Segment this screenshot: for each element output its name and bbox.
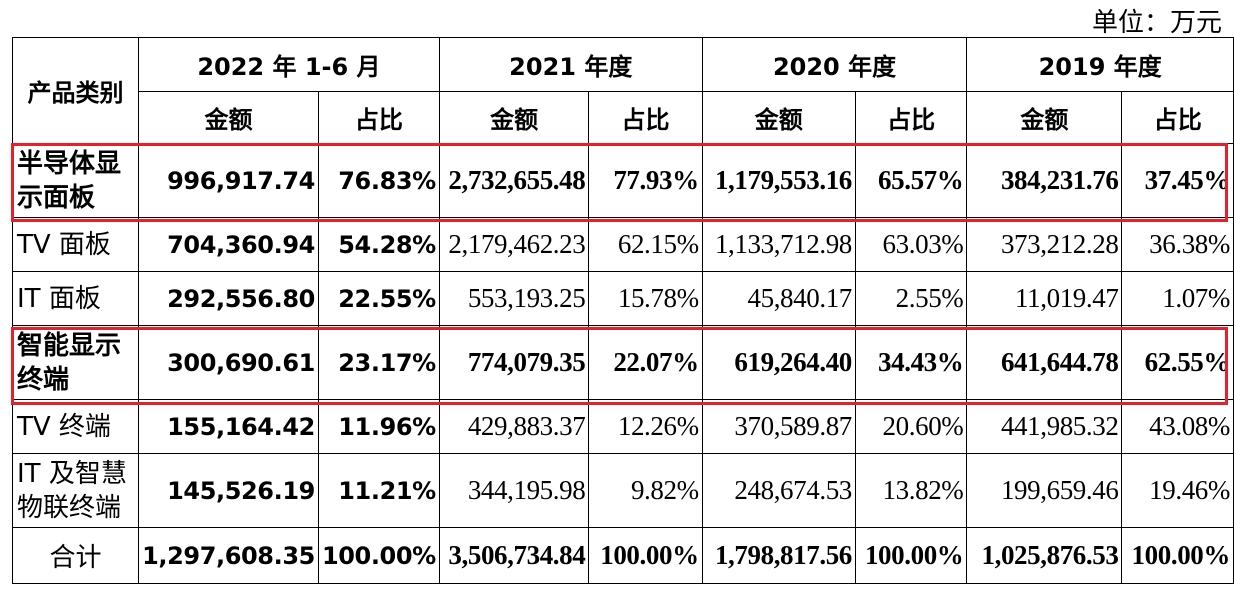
table-row: IT 面板 292,556.80 22.55% 553,193.25 15.78% 45,… (11, 271, 1234, 326)
total-cell: 1,297,608.35 (138, 527, 319, 584)
header-amount: 金额 (701, 91, 856, 144)
ratio-cell: 23.17% (317, 325, 440, 400)
header-ratio: 占比 (588, 91, 703, 144)
total-cell: 1,025,876.53 (966, 527, 1123, 584)
amount-cell: 774,079.35 (438, 325, 590, 400)
amount-cell: 45,840.17 (701, 271, 856, 326)
ratio-cell: 76.83% (317, 143, 440, 218)
header-ratio: 占比 (317, 91, 440, 144)
amount-cell: 1,179,553.16 (701, 143, 856, 218)
amount-cell: 344,195.98 (438, 453, 590, 528)
amount-cell: 2,179,462.23 (438, 217, 590, 272)
ratio-cell: 20.60% (854, 399, 968, 454)
header-period-2020: 2020 年度 (701, 37, 968, 92)
amount-cell: 300,690.61 (138, 325, 319, 400)
total-row: 合计 1,297,608.35 100.00% 3,506,734.84 100… (11, 527, 1234, 584)
ratio-cell: 15.78% (588, 271, 703, 326)
total-cell: 100.00% (854, 527, 968, 584)
ratio-cell: 34.43% (854, 325, 968, 400)
header-amount: 金额 (138, 91, 319, 144)
ratio-cell: 36.38% (1121, 217, 1234, 272)
ratio-cell: 9.82% (588, 453, 703, 528)
amount-cell: 248,674.53 (701, 453, 856, 528)
amount-cell: 384,231.76 (966, 143, 1123, 218)
total-cell: 3,506,734.84 (438, 527, 590, 584)
table-row: TV 终端 155,164.42 11.96% 429,883.37 12.26% 370… (11, 399, 1234, 454)
total-cell: 100.00% (317, 527, 440, 584)
header-period-2022h1: 2022 年 1-6 月 (138, 37, 440, 92)
amount-cell: 373,212.28 (966, 217, 1123, 272)
amount-cell: 199,659.46 (966, 453, 1123, 528)
category-cell: 智能显示终端 (11, 325, 140, 400)
total-cell: 1,798,817.56 (701, 527, 856, 584)
header-ratio: 占比 (1121, 91, 1234, 144)
unit-label: 单位：万元 (1091, 8, 1222, 38)
ratio-cell: 22.55% (317, 271, 440, 326)
header-category: 产品类别 (11, 37, 140, 144)
amount-cell: 155,164.42 (138, 399, 319, 454)
table-row: TV 面板 704,360.94 54.28% 2,179,462.23 62.15% 1… (11, 217, 1234, 272)
table-row: 智能显示终端 300,690.61 23.17% 774,079.35 22.07% 61… (11, 325, 1234, 400)
category-cell: 半导体显示面板 (11, 143, 140, 218)
table-row: IT 及智慧物联终端 145,526.19 11.21% 344,195.98 9.82… (11, 453, 1234, 528)
product-revenue-table: 产品类别 2022 年 1-6 月 2021 年度 2020 年度 2019 年… (11, 37, 1234, 584)
total-label: 合计 (11, 527, 140, 584)
header-amount: 金额 (438, 91, 590, 144)
total-cell: 100.00% (1121, 527, 1234, 584)
ratio-cell: 77.93% (588, 143, 703, 218)
header-period-2019: 2019 年度 (966, 37, 1234, 92)
amount-cell: 553,193.25 (438, 271, 590, 326)
amount-cell: 1,133,712.98 (701, 217, 856, 272)
table-row: 半导体显示面板 996,917.74 76.83% 2,732,655.48 77.93… (11, 143, 1234, 218)
ratio-cell: 19.46% (1121, 453, 1234, 528)
amount-cell: 370,589.87 (701, 399, 856, 454)
total-cell: 100.00% (588, 527, 703, 584)
amount-cell: 441,985.32 (966, 399, 1123, 454)
ratio-cell: 62.55% (1121, 325, 1234, 400)
amount-cell: 145,526.19 (138, 453, 319, 528)
header-ratio: 占比 (854, 91, 968, 144)
ratio-cell: 2.55% (854, 271, 968, 326)
amount-cell: 996,917.74 (138, 143, 319, 218)
ratio-cell: 22.07% (588, 325, 703, 400)
category-cell: IT 面板 (11, 271, 140, 326)
amount-cell: 2,732,655.48 (438, 143, 590, 218)
ratio-cell: 54.28% (317, 217, 440, 272)
ratio-cell: 1.07% (1121, 271, 1234, 326)
ratio-cell: 43.08% (1121, 399, 1234, 454)
ratio-cell: 37.45% (1121, 143, 1234, 218)
ratio-cell: 11.21% (317, 453, 440, 528)
category-cell: IT 及智慧物联终端 (11, 453, 140, 528)
ratio-cell: 65.57% (854, 143, 968, 218)
amount-cell: 429,883.37 (438, 399, 590, 454)
header-amount: 金额 (966, 91, 1123, 144)
ratio-cell: 11.96% (317, 399, 440, 454)
ratio-cell: 13.82% (854, 453, 968, 528)
amount-cell: 619,264.40 (701, 325, 856, 400)
ratio-cell: 63.03% (854, 217, 968, 272)
category-cell: TV 面板 (11, 217, 140, 272)
category-cell: TV 终端 (11, 399, 140, 454)
amount-cell: 11,019.47 (966, 271, 1123, 326)
ratio-cell: 12.26% (588, 399, 703, 454)
ratio-cell: 62.15% (588, 217, 703, 272)
header-period-2021: 2021 年度 (438, 37, 703, 92)
amount-cell: 641,644.78 (966, 325, 1123, 400)
amount-cell: 704,360.94 (138, 217, 319, 272)
amount-cell: 292,556.80 (138, 271, 319, 326)
